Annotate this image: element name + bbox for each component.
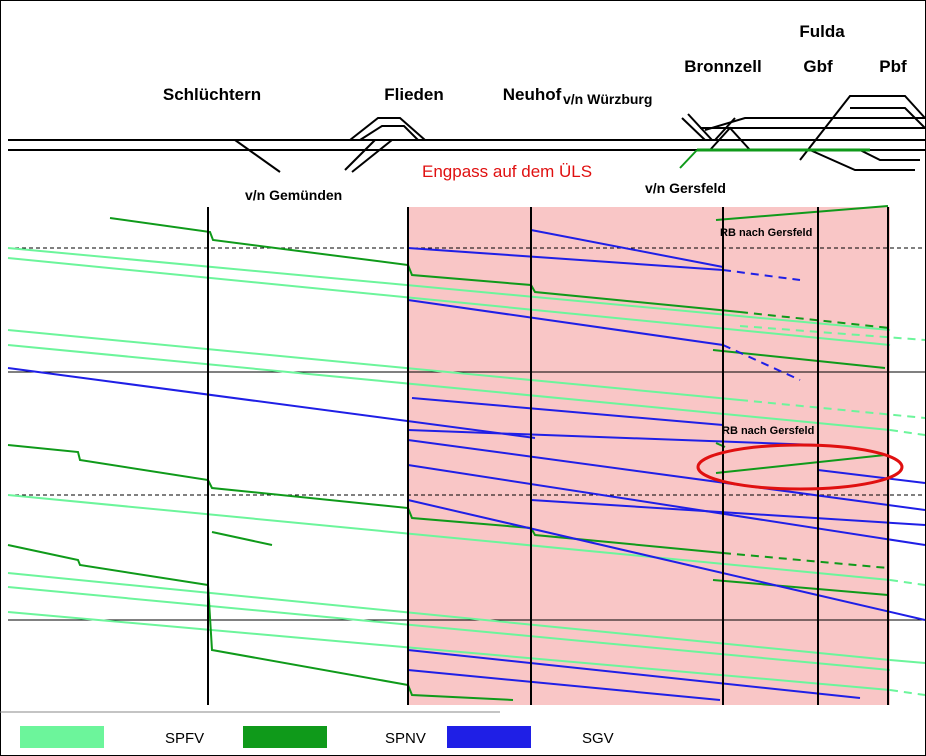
track bbox=[799, 95, 926, 161]
track bbox=[681, 117, 706, 141]
highlight-ellipse bbox=[696, 443, 904, 491]
train-path bbox=[889, 659, 926, 664]
train-path bbox=[889, 579, 926, 586]
train-path bbox=[407, 464, 926, 546]
train-path bbox=[739, 311, 891, 329]
train-path bbox=[530, 499, 926, 526]
station-label: Flieden bbox=[384, 85, 444, 104]
train-path bbox=[530, 229, 724, 268]
station-lines bbox=[207, 207, 889, 705]
train-path bbox=[407, 299, 724, 346]
train-path bbox=[722, 344, 801, 381]
track bbox=[344, 139, 376, 171]
train-path bbox=[7, 247, 891, 331]
direction-label: v/n Gemünden bbox=[245, 187, 342, 203]
train-path bbox=[7, 494, 891, 581]
track bbox=[809, 149, 915, 171]
train-path bbox=[7, 329, 741, 401]
annotation: Engpass auf dem ÜLS bbox=[422, 162, 592, 181]
train-path bbox=[7, 572, 891, 661]
legend-label: SGV bbox=[582, 730, 614, 747]
train-path bbox=[739, 325, 926, 341]
train-label: RB nach Gersfeld bbox=[722, 425, 814, 437]
legend-label: SPFV bbox=[165, 730, 204, 747]
track bbox=[859, 149, 920, 161]
train-path bbox=[7, 544, 514, 701]
track bbox=[234, 139, 281, 173]
track bbox=[704, 117, 925, 131]
legend-swatch bbox=[20, 726, 104, 748]
train-path bbox=[889, 429, 926, 436]
track bbox=[709, 126, 751, 151]
station-label: Pbf bbox=[879, 57, 907, 76]
direction-label: v/n Gersfeld bbox=[645, 180, 726, 196]
train-path bbox=[715, 454, 886, 474]
train-path bbox=[109, 217, 741, 313]
track bbox=[679, 149, 698, 169]
station-label: Schlüchtern bbox=[163, 85, 261, 104]
station-label: Gbf bbox=[803, 57, 833, 76]
train-path bbox=[407, 669, 721, 701]
train-path bbox=[715, 205, 889, 221]
train-path bbox=[407, 499, 926, 621]
track bbox=[850, 107, 926, 129]
train-label: RB nach Gersfeld bbox=[720, 227, 812, 239]
train-path bbox=[407, 247, 724, 271]
legend-swatch bbox=[243, 726, 327, 748]
track bbox=[714, 117, 736, 141]
train-path bbox=[411, 397, 724, 426]
train-path bbox=[407, 439, 926, 511]
train-path bbox=[407, 429, 819, 446]
legend-label: SPNV bbox=[385, 730, 426, 747]
station-label: Fulda bbox=[799, 22, 845, 41]
track bbox=[359, 125, 419, 141]
train-path bbox=[7, 586, 891, 671]
train-path bbox=[7, 611, 891, 691]
station-label: Bronnzell bbox=[684, 57, 761, 76]
track bbox=[349, 117, 426, 141]
track-layout bbox=[8, 95, 926, 173]
train-path bbox=[407, 649, 861, 699]
direction-label: v/n Würzburg bbox=[563, 91, 652, 107]
train-path bbox=[7, 344, 891, 431]
bottleneck-area bbox=[408, 207, 890, 705]
train-path bbox=[712, 579, 889, 596]
train-path bbox=[7, 257, 891, 346]
train-path bbox=[211, 531, 273, 546]
track bbox=[351, 139, 393, 173]
legend-swatch bbox=[447, 726, 531, 748]
train-path bbox=[7, 444, 724, 554]
time-grid bbox=[0, 247, 925, 713]
train-path bbox=[739, 399, 926, 419]
train-paths bbox=[7, 205, 926, 701]
train-path bbox=[889, 689, 926, 696]
station-label: Neuhof bbox=[503, 85, 562, 104]
train-path bbox=[817, 469, 926, 484]
train-path bbox=[7, 367, 536, 439]
legend: SPFV SPNV SGV bbox=[20, 726, 614, 748]
